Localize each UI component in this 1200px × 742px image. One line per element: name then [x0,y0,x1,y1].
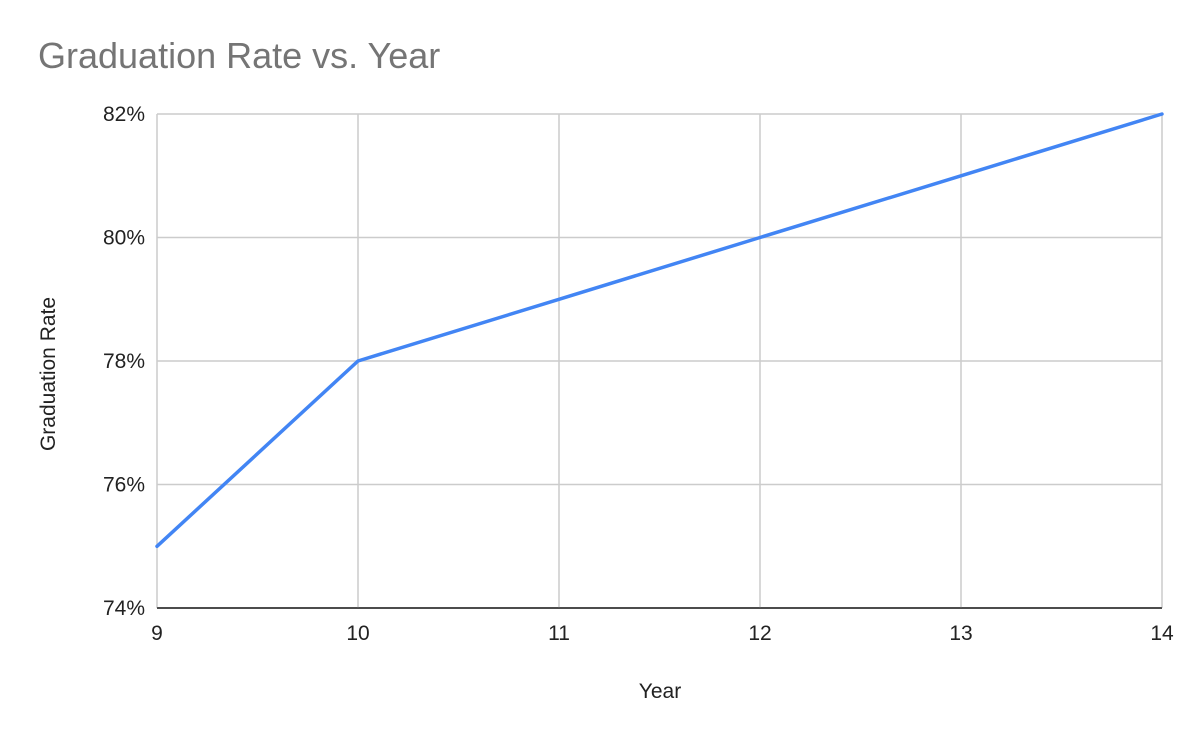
y-tick-label: 76% [103,474,145,497]
y-tick-label: 80% [103,227,145,250]
grid-lines [156,113,1163,609]
y-tick-label: 74% [103,597,145,620]
x-tick-label: 10 [346,622,369,645]
x-tick-label: 11 [548,622,570,645]
y-tick-label: 78% [103,350,145,373]
series-line [155,112,1164,549]
y-tick-label: 82% [103,103,145,126]
series-layer [155,112,1164,549]
chart-title: Graduation Rate vs. Year [38,35,440,76]
y-axis-ticks: 74% 76% 78% 80% 82% [103,103,145,620]
x-tick-label: 12 [748,622,771,645]
x-tick-label: 14 [1150,622,1174,645]
y-axis-title: Graduation Rate [37,297,60,451]
x-axis-title: Year [639,680,681,703]
x-tick-label: 9 [151,622,163,645]
x-axis-ticks: 9 10 11 12 13 14 [151,622,1174,645]
x-tick-label: 13 [949,622,972,645]
